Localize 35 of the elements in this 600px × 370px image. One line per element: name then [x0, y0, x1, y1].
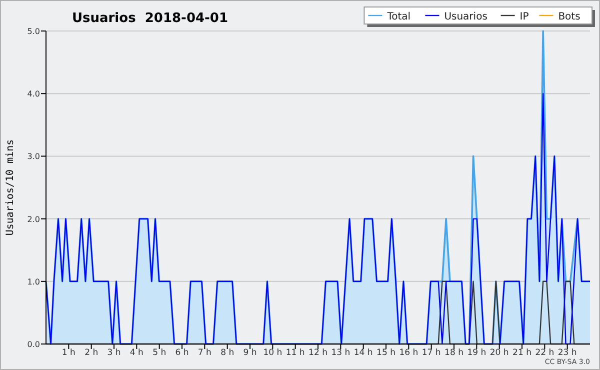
x-tick-label: 22 h: [535, 348, 554, 358]
x-tick-label: 17 h: [422, 348, 441, 358]
x-tick-label: 1 h: [62, 348, 76, 358]
y-tick-label: 0.0: [27, 340, 40, 349]
legend-label: Bots: [558, 12, 580, 22]
y-tick-label: 3.0: [27, 152, 40, 162]
legend-label: Total: [386, 12, 411, 22]
x-tick-label: 5 h: [152, 348, 166, 358]
x-tick-label: 11 h: [286, 348, 305, 358]
x-tick-label: 10 h: [263, 348, 282, 358]
x-tick-label: 2 h: [84, 348, 98, 358]
x-tick-label: 14 h: [354, 348, 373, 358]
x-tick-label: 18 h: [444, 348, 464, 358]
y-tick-label: 1.0: [27, 277, 40, 286]
legend-label: Usuarios: [444, 12, 488, 22]
y-tick-label: 5.0: [27, 27, 40, 36]
x-tick-label: 9 h: [243, 348, 257, 358]
x-tick-label: 16 h: [399, 348, 418, 358]
x-tick-label: 6 h: [175, 348, 189, 358]
legend-label: IP: [520, 12, 529, 22]
x-tick-label: 23 h: [558, 348, 577, 358]
x-tick-label: 15 h: [376, 348, 396, 358]
x-tick-label: 19 h: [467, 348, 486, 358]
chart-title: Usuarios 2018-04-01: [72, 11, 228, 26]
x-tick-label: 7 h: [198, 348, 212, 358]
x-tick-label: 20 h: [490, 348, 509, 358]
x-tick-label: 4 h: [130, 348, 144, 358]
x-tick-label: 8 h: [220, 348, 234, 358]
x-tick-label: 13 h: [331, 348, 350, 358]
y-tick-label: 4.0: [27, 90, 40, 99]
x-tick-label: 21 h: [512, 348, 532, 358]
x-tick-label: 3 h: [107, 348, 121, 358]
y-tick-label: 2.0: [27, 214, 40, 224]
y-axis-title: Usuarios/10 mins: [5, 139, 16, 236]
x-tick-label: 12 h: [308, 348, 328, 358]
